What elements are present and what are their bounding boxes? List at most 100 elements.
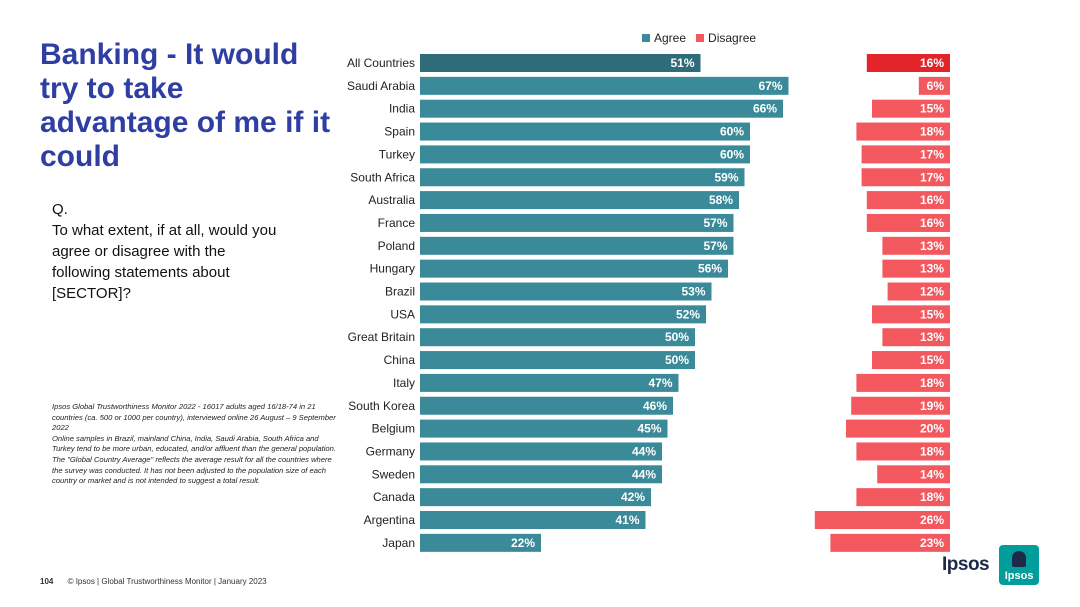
bar-agree: [420, 99, 783, 118]
category-label: Spain: [384, 125, 415, 139]
question-text: To what extent, if at all, would you agr…: [52, 222, 277, 302]
bar-disagree: [851, 396, 950, 415]
data-label-disagree: 15%: [920, 307, 944, 321]
bar-disagree: [856, 122, 950, 141]
data-label-agree: 58%: [709, 193, 733, 207]
data-label-agree: 41%: [615, 513, 639, 527]
bar-disagree: [872, 351, 950, 370]
footer: 104 © Ipsos | Global Trustworthiness Mon…: [40, 577, 267, 586]
data-label-agree: 57%: [703, 216, 727, 230]
data-label-disagree: 14%: [920, 467, 944, 481]
category-label: Italy: [393, 376, 415, 390]
bar-chart: All Countries 51% 16% Saudi Arabia 67% 6% Indi…: [347, 54, 950, 552]
data-label-agree: 57%: [703, 239, 727, 253]
data-label-agree: 66%: [753, 102, 777, 116]
bar-disagree: [882, 259, 950, 278]
category-label: Brazil: [385, 285, 415, 299]
bar-disagree: [882, 236, 950, 255]
category-label: South Korea: [348, 399, 415, 413]
bar-disagree: [814, 511, 950, 529]
bar-disagree: [861, 145, 950, 164]
data-label-disagree: 23%: [920, 536, 944, 550]
data-label-disagree: 17%: [920, 170, 944, 184]
category-label: Belgium: [372, 422, 415, 436]
bar-disagree: [846, 419, 950, 438]
bar-agree: [420, 328, 695, 347]
category-label: Saudi Arabia: [347, 79, 415, 93]
category-label: Poland: [378, 239, 415, 253]
category-label: Australia: [368, 193, 415, 207]
bar-agree: [420, 54, 701, 72]
footer-text: © Ipsos | Global Trustworthiness Monitor…: [67, 577, 267, 586]
data-label-agree: 52%: [676, 307, 700, 321]
methodology-note: The "Global Country Average" reflects th…: [52, 454, 332, 486]
data-label-agree: 46%: [643, 399, 667, 413]
bar-agree: [420, 373, 679, 392]
category-label: Japan: [382, 536, 415, 550]
bar-agree: [420, 191, 739, 210]
data-label-disagree: 18%: [920, 376, 944, 390]
data-label-disagree: 18%: [920, 444, 944, 458]
data-label-agree: 59%: [714, 170, 738, 184]
bar-disagree: [882, 328, 950, 347]
category-label: Hungary: [370, 262, 415, 276]
data-label-agree: 50%: [665, 353, 689, 367]
data-label-agree: 47%: [648, 376, 672, 390]
bar-agree: [420, 213, 734, 232]
bar-agree: [420, 488, 651, 507]
bar-agree: [420, 145, 750, 164]
bar-agree: [420, 533, 541, 552]
bar-agree: [420, 259, 728, 278]
data-label-disagree: 19%: [920, 399, 944, 413]
bar-disagree: [856, 442, 950, 461]
data-label-agree: 50%: [665, 330, 689, 344]
category-label: Canada: [373, 490, 415, 504]
category-label: France: [378, 216, 416, 230]
data-label-disagree: 15%: [920, 102, 944, 116]
data-label-disagree: 26%: [920, 513, 944, 527]
data-label-agree: 67%: [758, 79, 782, 93]
bar-agree: [420, 511, 646, 529]
data-label-agree: 45%: [637, 422, 661, 436]
data-label-agree: 56%: [698, 262, 722, 276]
bar-disagree: [877, 465, 950, 484]
bar-disagree: [887, 282, 950, 301]
bar-disagree: [866, 54, 950, 72]
category-label: Great Britain: [348, 330, 415, 344]
bar-disagree: [856, 488, 950, 507]
bar-agree: [420, 168, 745, 187]
bar-agree: [420, 305, 706, 324]
category-label: South Africa: [350, 170, 415, 184]
category-label: Germany: [366, 444, 415, 458]
bar-disagree: [856, 373, 950, 392]
data-label-agree: 22%: [511, 536, 535, 550]
data-label-agree: 60%: [720, 147, 744, 161]
bar-agree: [420, 122, 750, 141]
bar-agree: [420, 419, 668, 438]
data-label-agree: 51%: [670, 56, 694, 70]
data-label-disagree: 16%: [920, 193, 944, 207]
logo-mark-text: Ipsos: [1004, 570, 1034, 582]
question-label: Q.: [52, 201, 68, 218]
legend-swatch-disagree: [696, 34, 705, 42]
category-label: Argentina: [364, 513, 416, 527]
data-label-disagree: 20%: [920, 422, 944, 436]
bar-disagree: [830, 533, 950, 552]
data-label-agree: 44%: [632, 444, 656, 458]
methodology-note: Online samples in Brazil, mainland China…: [52, 433, 336, 454]
logo-mark-icon: Ipsos: [999, 545, 1040, 585]
category-label: Turkey: [379, 147, 415, 161]
logo-shape-icon: [1012, 551, 1027, 567]
data-label-agree: 53%: [681, 285, 705, 299]
bar-disagree: [918, 76, 950, 95]
methodology-note: Ipsos Global Trustworthiness Monitor 202…: [52, 402, 336, 433]
category-label: Sweden: [372, 467, 415, 481]
bar-disagree: [861, 168, 950, 187]
legend-item-disagree: Disagree: [696, 31, 756, 45]
ipsos-logo: Ipsos Ipsos: [942, 545, 1040, 585]
bar-disagree: [872, 305, 950, 324]
data-label-disagree: 12%: [920, 285, 944, 299]
bar-agree: [420, 442, 662, 461]
data-label-disagree: 13%: [920, 330, 944, 344]
question-block: Q. To what extent, if at all, would you …: [52, 199, 287, 304]
